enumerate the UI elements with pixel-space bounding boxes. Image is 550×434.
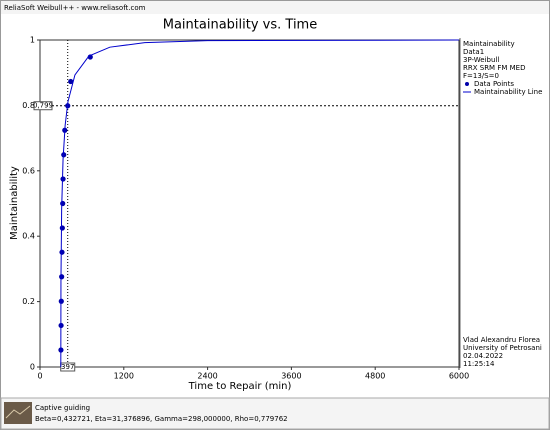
- legend-label: Maintainability Line: [474, 88, 542, 96]
- status-params: Beta=0,432721, Eta=31,376896, Gamma=298,…: [35, 415, 288, 423]
- x-tick-label: 6000: [449, 372, 469, 381]
- legend-label: Data Points: [474, 80, 514, 88]
- status-bar: [0, 397, 550, 430]
- y-tick-label: 0: [30, 363, 35, 372]
- author-info: Vlad Alexandru Florea: [463, 336, 540, 344]
- legend-info: Data1: [463, 48, 484, 56]
- legend-marker: [465, 82, 469, 86]
- reference-label-x: 397: [61, 363, 74, 371]
- x-tick-label: 1200: [114, 372, 134, 381]
- ref-label-box: [60, 362, 76, 372]
- y-tick-label: 1: [30, 36, 35, 45]
- status-title: Captive guiding: [35, 404, 90, 412]
- data-point: [60, 200, 66, 207]
- x-tick-label: 2400: [197, 372, 217, 381]
- ref-label-box: [33, 101, 53, 111]
- data-point: [59, 249, 65, 255]
- data-point: [59, 225, 65, 231]
- author-info: 11:25:14: [463, 360, 495, 368]
- data-point: [68, 78, 74, 85]
- legend-info: F=13/S=0: [463, 72, 499, 80]
- window-title: ReliaSoft Weibull++ - www.reliasoft.com: [4, 4, 146, 12]
- legend-info: 3P-Weibull: [463, 56, 499, 64]
- author-info: University of Petrosani: [463, 344, 542, 352]
- author-info: 02.04.2022: [463, 352, 503, 360]
- plot-area: [39, 39, 460, 368]
- x-axis-label: Time to Repair (min): [188, 381, 292, 392]
- y-axis-label: Maintainability: [9, 166, 20, 240]
- y-tick-label: 0.2: [22, 297, 35, 306]
- x-tick-label: 0: [37, 372, 42, 381]
- y-tick-label: 0.6: [22, 166, 35, 175]
- icon-art: [5, 405, 31, 419]
- data-point: [60, 176, 66, 182]
- x-tick-label: 4800: [365, 372, 385, 381]
- legend-info: RRX SRM FM MED: [463, 64, 525, 72]
- x-tick-label: 3600: [281, 372, 301, 381]
- data-point: [59, 274, 65, 280]
- y-tick-label: 0.4: [22, 232, 35, 241]
- reference-label-y: 0,799: [33, 102, 53, 110]
- maintainability-line: [60, 39, 460, 368]
- legend-title: Maintainability: [463, 40, 515, 48]
- y-tick-label: 0.8: [22, 101, 35, 110]
- title-bar: [1, 1, 549, 14]
- chart-title: Maintainability vs. Time: [163, 18, 317, 33]
